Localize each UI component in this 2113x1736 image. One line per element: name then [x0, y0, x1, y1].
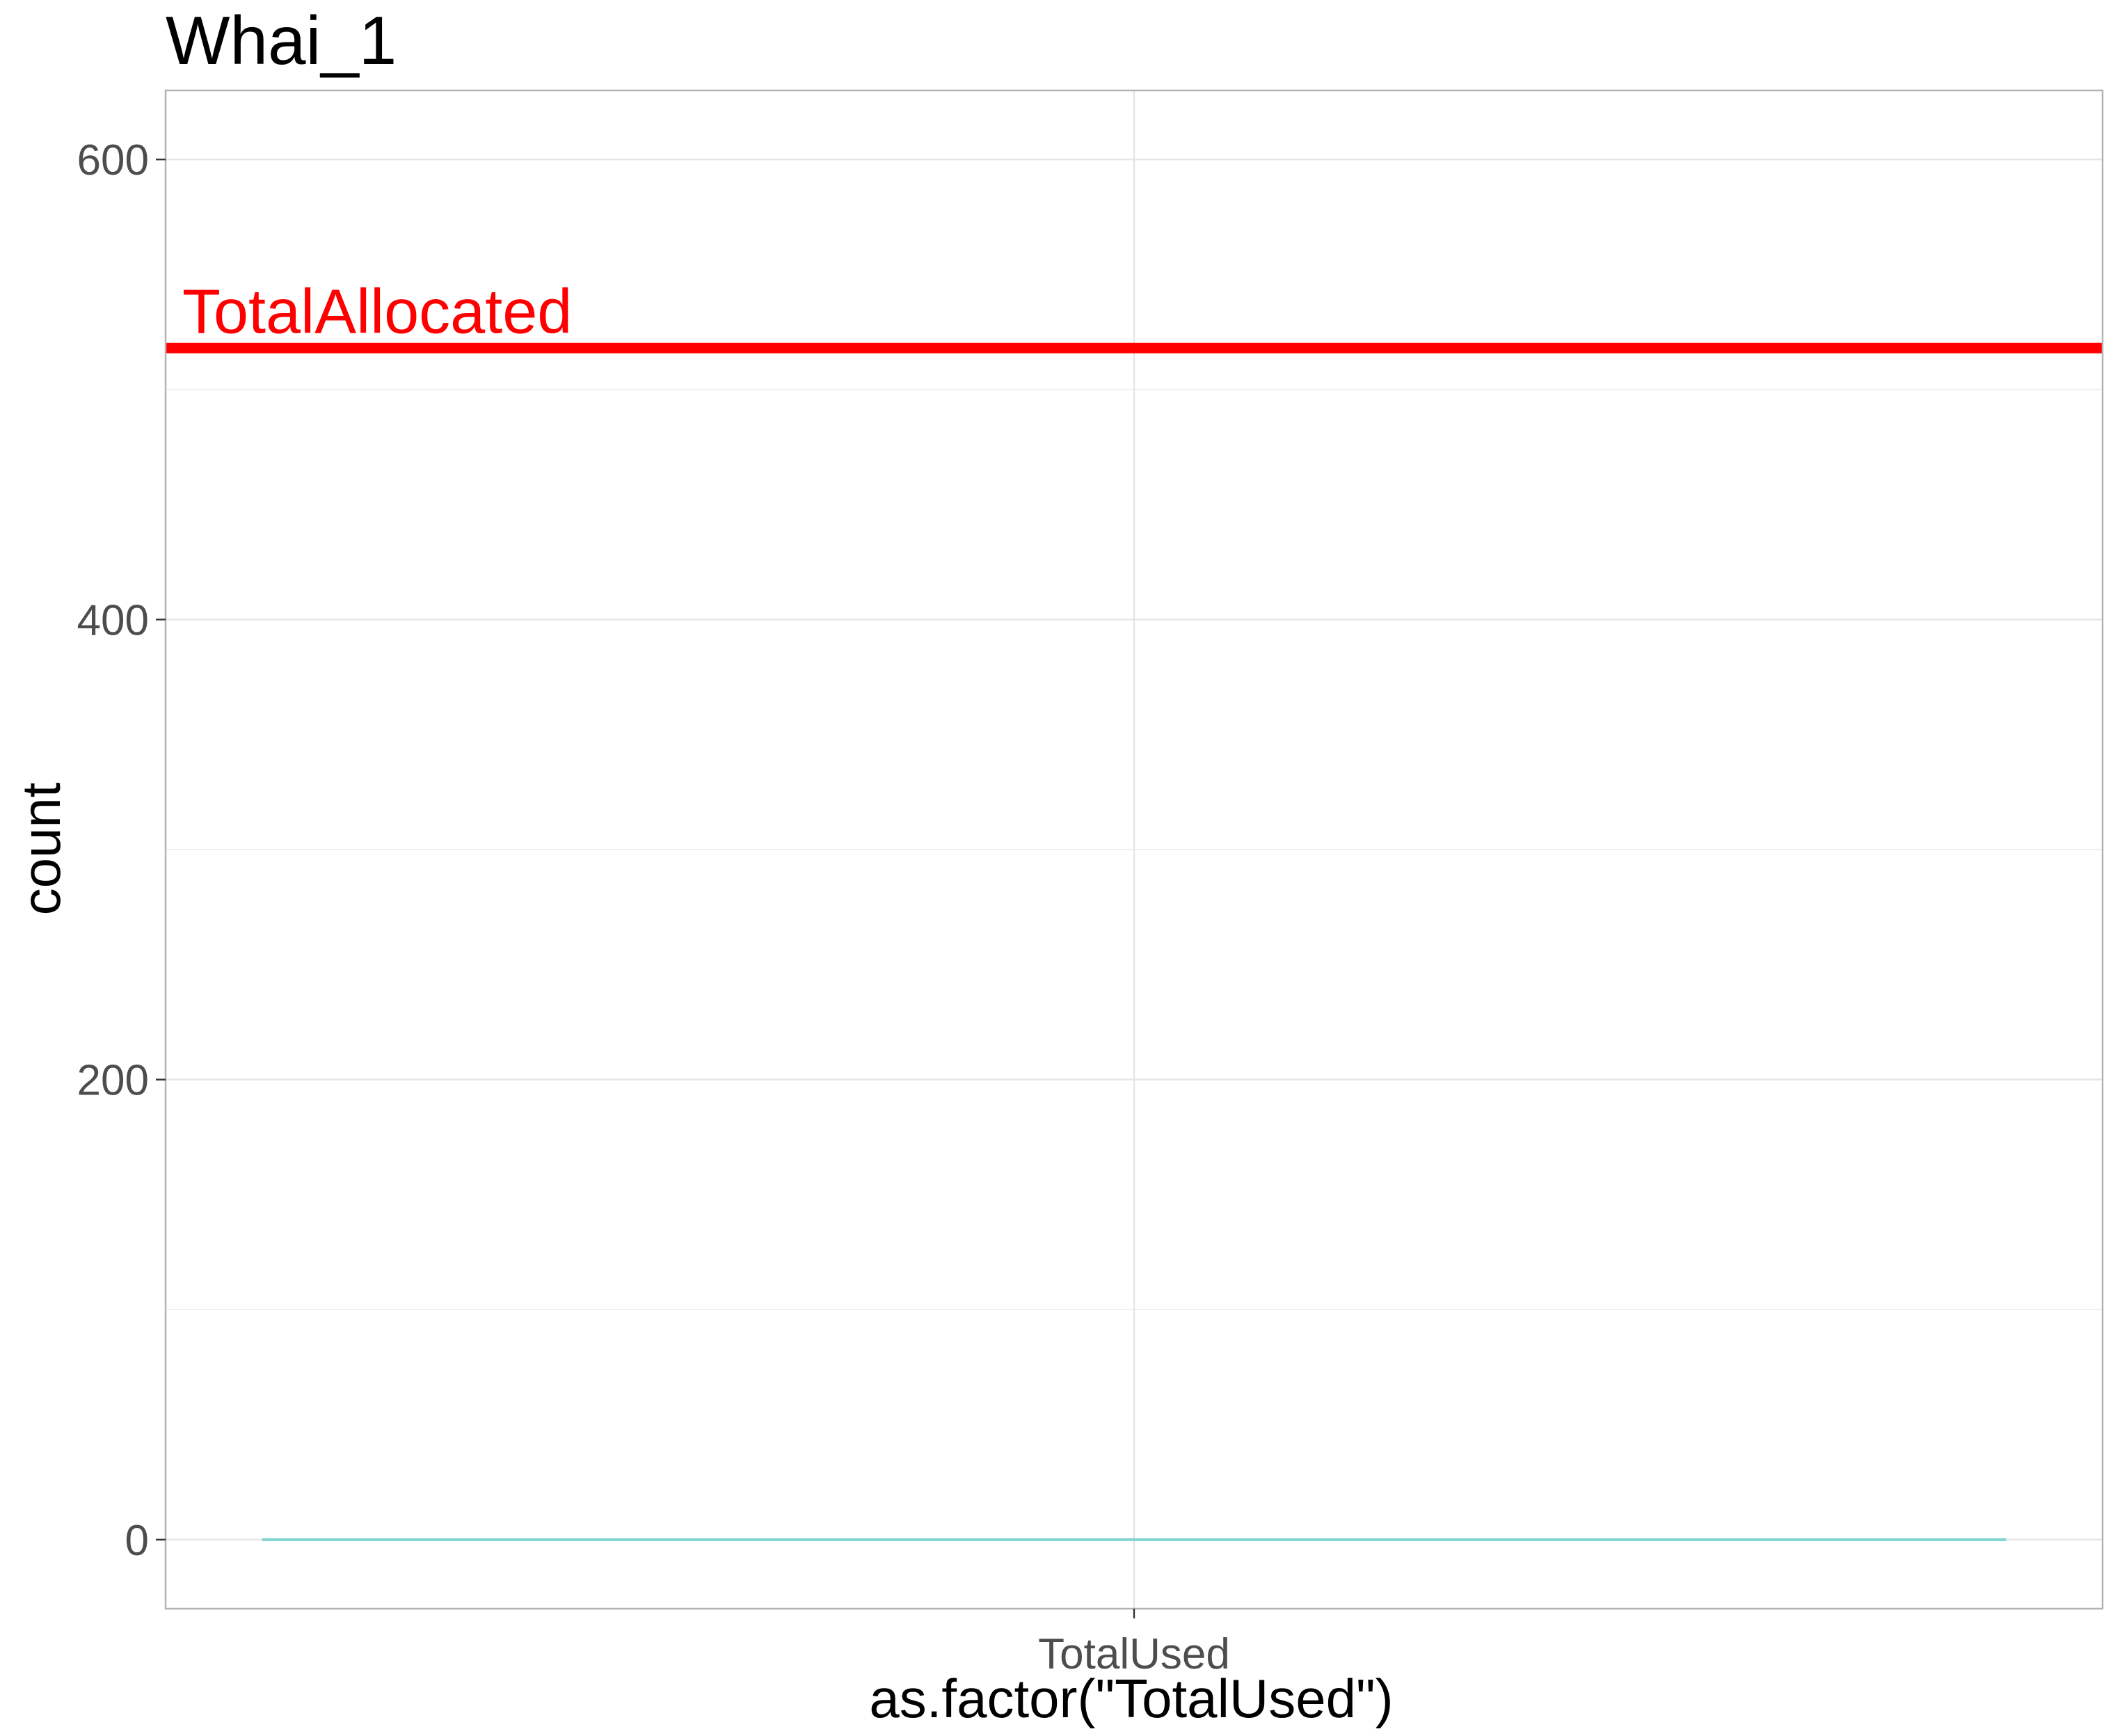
reference-line-group: TotalAllocated: [166, 277, 2103, 353]
reference-line-label: TotalAllocated: [182, 277, 572, 347]
y-tick-label: 0: [125, 1517, 149, 1565]
bars: [262, 1538, 2007, 1541]
bar: [262, 1538, 2007, 1541]
y-axis-title: count: [10, 782, 72, 915]
y-tick-label: 600: [77, 136, 149, 184]
chart-title: Whai_1: [166, 2, 397, 79]
y-tick-label: 400: [77, 596, 149, 644]
x-tick-label: TotalUsed: [1038, 1630, 1230, 1678]
axes: 0 200 400 600 TotalUsed: [77, 136, 1230, 1678]
x-axis-title: as.factor("TotalUsed"): [869, 1668, 1393, 1729]
y-tick-label: 200: [77, 1057, 149, 1105]
